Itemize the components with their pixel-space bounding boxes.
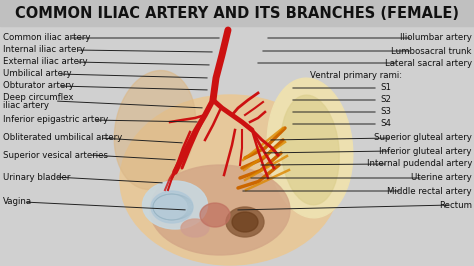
Ellipse shape (226, 207, 264, 237)
Text: Obturator artery: Obturator artery (3, 81, 74, 90)
Ellipse shape (232, 212, 258, 232)
Ellipse shape (181, 219, 209, 237)
Text: Lateral sacral artery: Lateral sacral artery (385, 59, 472, 68)
Text: iliac artery: iliac artery (3, 102, 49, 110)
Text: S2: S2 (380, 95, 391, 105)
Text: Rectum: Rectum (439, 201, 472, 210)
Text: Superior vesical arteries: Superior vesical arteries (3, 151, 108, 160)
Ellipse shape (267, 78, 353, 218)
Text: Vagina: Vagina (3, 197, 32, 206)
Text: Deep circumflex: Deep circumflex (3, 93, 73, 102)
Text: Umbilical artery: Umbilical artery (3, 69, 72, 78)
Text: Middle rectal artery: Middle rectal artery (387, 186, 472, 196)
Text: External iliac artery: External iliac artery (3, 57, 88, 66)
Text: Urinary bladder: Urinary bladder (3, 172, 70, 181)
Ellipse shape (114, 70, 196, 189)
Text: Common iliac artery: Common iliac artery (3, 34, 91, 43)
Ellipse shape (151, 191, 193, 223)
Text: S3: S3 (380, 107, 391, 117)
Ellipse shape (143, 181, 208, 229)
Text: Inferior gluteal artery: Inferior gluteal artery (380, 147, 472, 156)
Text: Lumbosacral trunk: Lumbosacral trunk (392, 47, 472, 56)
Ellipse shape (200, 203, 230, 227)
Text: Internal pudendal artery: Internal pudendal artery (366, 160, 472, 168)
Bar (0, 0, 474, 26)
Text: Inferior epigastric artery: Inferior epigastric artery (3, 115, 108, 124)
Text: S4: S4 (380, 119, 391, 128)
Text: Internal iliac artery: Internal iliac artery (3, 45, 85, 55)
Text: Iliolumbar artery: Iliolumbar artery (400, 34, 472, 43)
Text: Obliterated umbilical artery: Obliterated umbilical artery (3, 134, 122, 143)
Ellipse shape (150, 165, 290, 255)
Text: Uterine artery: Uterine artery (411, 173, 472, 182)
Text: COMMON ILIAC ARTERY AND ITS BRANCHES (FEMALE): COMMON ILIAC ARTERY AND ITS BRANCHES (FE… (15, 6, 459, 20)
Ellipse shape (120, 95, 340, 265)
Text: S1: S1 (380, 84, 391, 93)
Text: Ventral primary rami:: Ventral primary rami: (310, 70, 402, 80)
Ellipse shape (281, 95, 339, 205)
Text: Superior gluteal artery: Superior gluteal artery (374, 134, 472, 143)
